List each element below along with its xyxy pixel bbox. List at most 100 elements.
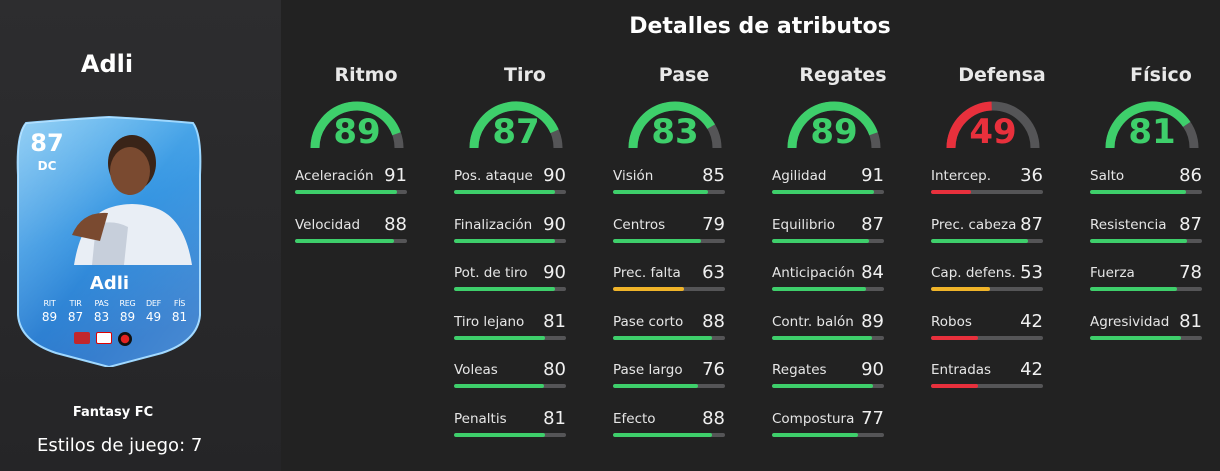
- stat-bar: [1090, 190, 1202, 194]
- stat-bar-fill: [613, 335, 712, 340]
- stat-row[interactable]: Compostura 77: [772, 408, 884, 460]
- stat-name: Anticipación: [772, 265, 855, 282]
- stat-row[interactable]: Fuerza 78: [1090, 262, 1202, 314]
- stat-bar: [772, 432, 884, 437]
- stat-row[interactable]: Entradas 42: [931, 359, 1043, 411]
- stat-list: Agilidad 91 Equilibrio 87 Anticipación 84 Cont…: [772, 165, 884, 460]
- stat-value: 80: [543, 359, 566, 381]
- stat-bar: [295, 238, 407, 243]
- stat-value: 36: [1020, 165, 1043, 186]
- stat-value: 85: [702, 165, 725, 186]
- card-stat-value: 89: [119, 310, 136, 324]
- card-stat-fis: FÍS 81: [168, 299, 191, 324]
- stat-row[interactable]: Cap. defens. 53: [931, 262, 1043, 314]
- stat-bar-fill: [295, 190, 397, 194]
- stat-row[interactable]: Regates 90: [772, 359, 884, 411]
- column-fisico: Físico 81 Salto 86 Resistencia 87 Fuerza 78 Agre…: [1076, 62, 1220, 340]
- stat-row[interactable]: Pot. de tiro 90: [454, 262, 566, 314]
- stat-name: Efecto: [613, 410, 656, 427]
- league-logo-icon: [96, 332, 112, 344]
- card-stat-tir: TIR 87: [64, 299, 87, 324]
- card-stat-value: 89: [41, 310, 58, 324]
- stat-row[interactable]: Penaltis 81: [454, 408, 566, 460]
- stat-row[interactable]: Prec. cabeza 87: [931, 213, 1043, 266]
- card-stat-pas: PAS 83: [90, 299, 113, 324]
- stat-row[interactable]: Anticipación 84: [772, 262, 884, 314]
- stat-row[interactable]: Equilibrio 87: [772, 213, 884, 266]
- stat-bar-fill: [931, 384, 979, 389]
- stat-row[interactable]: Voleas 80: [454, 359, 566, 411]
- column-regates: Regates 89 Agilidad 91 Equilibrio 87 Anticipac…: [758, 62, 918, 437]
- stat-value: 90: [543, 165, 566, 186]
- stat-bar: [772, 287, 884, 292]
- rating-gauge: 89: [309, 96, 409, 156]
- stat-row[interactable]: Prec. falta 63: [613, 262, 725, 314]
- gauge-arc: [628, 101, 722, 149]
- column-ritmo: Ritmo 89 Aceleración 91 Velocidad 88: [281, 62, 441, 243]
- playstyles-count[interactable]: Estilos de juego: 7: [37, 435, 203, 456]
- stat-name: Prec. cabeza: [931, 216, 1017, 233]
- stat-row[interactable]: Aceleración 91: [295, 165, 407, 217]
- stat-name: Compostura: [772, 410, 855, 427]
- column-title: Tiro: [504, 64, 546, 86]
- column-defensa: Defensa 49 Intercep. 36 Prec. cabeza 87 Cap. d…: [917, 62, 1077, 389]
- rating-gauge: 81: [1104, 96, 1204, 156]
- stat-value: 53: [1020, 262, 1043, 284]
- stat-row[interactable]: Pase corto 88: [613, 311, 725, 363]
- stat-bar: [613, 432, 725, 437]
- stat-row[interactable]: Contr. balón 89: [772, 311, 884, 363]
- column-tiro: Tiro 87 Pos. ataque 90 Finalización 90 Pot. de…: [440, 62, 600, 437]
- stat-row[interactable]: Velocidad 88: [295, 214, 407, 266]
- column-pase: Pase 83 Visión 85 Centros 79 Prec. falta 63 Pase…: [599, 62, 759, 437]
- stat-value: 87: [1020, 213, 1043, 235]
- card-stat-value: 83: [93, 310, 110, 324]
- stat-name: Cap. defens.: [931, 265, 1016, 282]
- stat-bar: [613, 190, 725, 194]
- card-stats: RIT 89 TIR 87 PAS 83 REG 89 DEF 49 FÍS 81: [38, 299, 191, 324]
- gauge-fill: [310, 101, 401, 149]
- stat-value: 87: [861, 213, 884, 235]
- rating-gauge: 83: [627, 96, 727, 156]
- stat-row[interactable]: Agresividad 81: [1090, 310, 1202, 363]
- stat-value: 76: [702, 359, 725, 381]
- stat-bar-fill: [613, 238, 702, 243]
- stat-row[interactable]: Tiro lejano 81: [454, 311, 566, 363]
- stat-value: 81: [1179, 310, 1202, 332]
- stat-row[interactable]: Centros 79: [613, 214, 725, 266]
- player-panel: Adli 87: [0, 0, 281, 471]
- stat-name: Pase largo: [613, 362, 683, 379]
- card-program: Fantasy FC: [72, 405, 154, 420]
- gauge-fill: [1105, 101, 1191, 149]
- section-title: Detalles de atributos: [629, 14, 891, 39]
- gauge-value: 89: [333, 112, 381, 152]
- stat-bar: [295, 190, 407, 194]
- stat-name: Pot. de tiro: [454, 265, 528, 282]
- player-card[interactable]: 87 DC Adli RIT 89 TIR 87 PAS 83 REG 89 DEF 49…: [12, 115, 207, 367]
- stat-value: 90: [543, 262, 566, 284]
- stat-name: Velocidad: [295, 216, 361, 233]
- stat-bar: [931, 384, 1043, 389]
- stat-row[interactable]: Pos. ataque 90: [454, 165, 566, 217]
- gauge-fill: [469, 101, 559, 149]
- stat-row[interactable]: Resistencia 87: [1090, 214, 1202, 266]
- stat-bar-fill: [295, 238, 394, 243]
- stat-bar: [772, 335, 884, 340]
- gauge-value: 87: [492, 112, 540, 152]
- stat-bar: [454, 335, 566, 340]
- card-stat-label: REG: [119, 299, 136, 308]
- gauge-value: 81: [1128, 112, 1176, 152]
- stat-row[interactable]: Salto 86: [1090, 165, 1202, 217]
- stat-row[interactable]: Agilidad 91: [772, 165, 884, 217]
- stat-bar: [772, 384, 884, 389]
- stat-bar-fill: [1090, 238, 1188, 243]
- stat-value: 91: [861, 165, 884, 186]
- stat-row[interactable]: Visión 85: [613, 165, 725, 217]
- stat-row[interactable]: Efecto 88: [613, 408, 725, 460]
- stat-row[interactable]: Pase largo 76: [613, 359, 725, 411]
- stat-row[interactable]: Finalización 90: [454, 214, 566, 266]
- stat-row[interactable]: Intercep. 36: [931, 165, 1043, 217]
- stat-bar: [1090, 335, 1202, 340]
- stat-bar: [454, 238, 566, 243]
- gauge-arc: [310, 101, 404, 149]
- stat-row[interactable]: Robos 42: [931, 311, 1043, 363]
